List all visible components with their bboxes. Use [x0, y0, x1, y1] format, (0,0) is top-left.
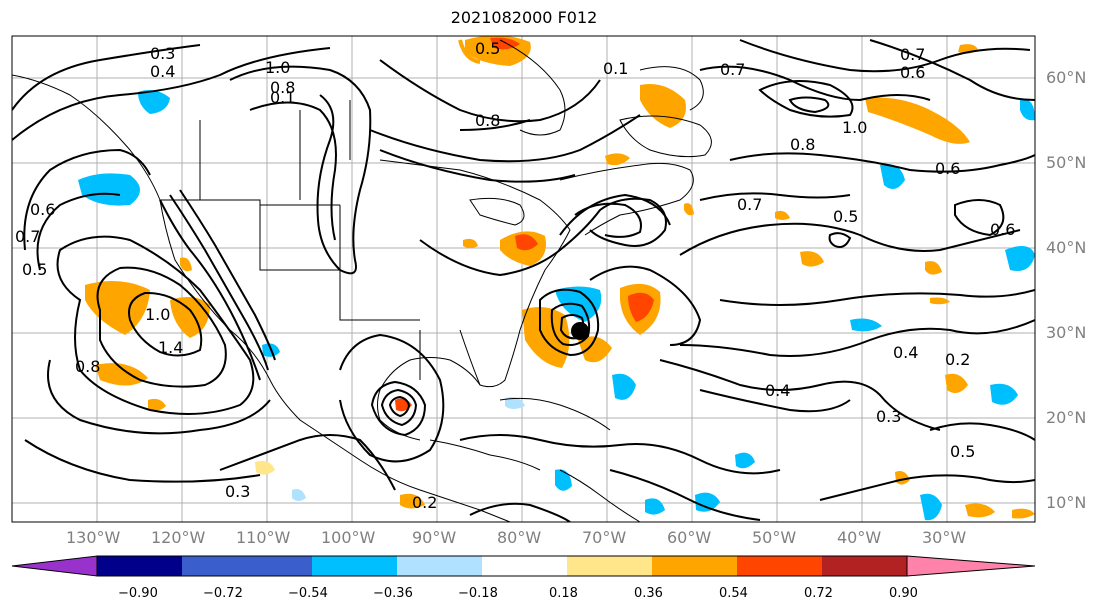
contour-label: 0.6: [30, 200, 55, 219]
colorbar: [11, 555, 1036, 577]
colorbar-extend-high: [906, 555, 1036, 577]
lon-label: 130°W: [66, 528, 121, 547]
contour-label: 0.2: [945, 350, 970, 369]
colorbar-segment: [312, 556, 397, 576]
lat-label: 40°N: [1046, 238, 1087, 257]
contour-label: 0.6: [900, 63, 925, 82]
colorbar-segment: [652, 556, 737, 576]
contour-label: 0.3: [225, 482, 250, 501]
contour-label: 0.6: [990, 220, 1015, 239]
contour-label: 1.0: [842, 118, 867, 137]
lat-label: 60°N: [1046, 68, 1087, 87]
map-title: 2021082000 F012: [450, 8, 598, 27]
lon-label: 80°W: [497, 528, 542, 547]
colorbar-tick-label: −0.36: [373, 586, 413, 601]
contour-label: 0.1: [270, 88, 295, 107]
colorbar-tick-label: 0.36: [634, 586, 663, 601]
colorbar-segment: [182, 556, 267, 576]
lon-label: 90°W: [412, 528, 457, 547]
colorbar-segment: [267, 556, 312, 576]
contour-label: 1.0: [145, 305, 170, 324]
plot-border: [11, 35, 1036, 523]
lon-label: 120°W: [151, 528, 206, 547]
contour-label: 0.7: [15, 227, 40, 246]
shaded-anomalies: [78, 36, 1035, 521]
lon-label: 50°W: [752, 528, 797, 547]
colorbar-extend-low: [11, 555, 98, 577]
lon-label: 30°W: [922, 528, 967, 547]
colorbar-tick-label: −0.90: [118, 586, 158, 601]
lon-label: 40°W: [837, 528, 882, 547]
colorbar-segment: [822, 556, 907, 576]
contour-label: 0.3: [876, 407, 901, 426]
map-plot-area: [12, 36, 1035, 522]
colorbar-tick-label: 0.54: [719, 586, 748, 601]
contour-label: 0.8: [270, 78, 295, 97]
contour-label: 0.5: [475, 39, 500, 58]
contour-label: 0.3: [150, 44, 175, 63]
colorbar-segment: [397, 556, 482, 576]
lat-label: 30°N: [1046, 323, 1087, 342]
colorbar-segment: [482, 556, 567, 576]
lat-label: 10°N: [1046, 493, 1087, 512]
contour-label: 0.7: [720, 60, 745, 79]
colorbar-tick-label: 0.90: [889, 586, 918, 601]
colorbar-tick-label: 0.18: [549, 586, 578, 601]
contour-label: 0.8: [790, 135, 815, 154]
lon-label: 70°W: [582, 528, 627, 547]
contour-lines: [12, 39, 1035, 522]
colorbar-segment: [737, 556, 822, 576]
lat-label: 50°N: [1046, 153, 1087, 172]
contour-label: 0.5: [833, 207, 858, 226]
colorbar-tick-label: 0.72: [804, 586, 833, 601]
lon-label: 60°W: [667, 528, 712, 547]
lat-label: 20°N: [1046, 408, 1087, 427]
contour-label: 0.8: [75, 357, 100, 376]
contour-label: 0.4: [765, 381, 790, 400]
contour-label: 0.5: [950, 442, 975, 461]
contour-label: 0.2: [412, 493, 437, 512]
contour-label: 0.4: [150, 62, 175, 81]
contour-label-group: 0.3 0.4 0.5 0.6 0.7 0.8 1.0 1.4 0.2 0.1 …: [15, 39, 1015, 512]
colorbar-tick-label: −0.18: [458, 586, 498, 601]
storm-center-marker: [571, 322, 589, 340]
contour-label: 1.4: [158, 338, 183, 357]
contour-label: 0.4: [893, 343, 918, 362]
lon-label: 110°W: [236, 528, 291, 547]
colorbar-segment: [567, 556, 652, 576]
contour-label: 0.7: [900, 45, 925, 64]
lon-label: 100°W: [321, 528, 376, 547]
contour-label: 0.5: [22, 260, 47, 279]
contour-label: 0.8: [475, 111, 500, 130]
contour-label: 0.1: [603, 59, 628, 78]
colorbar-segment: [97, 556, 182, 576]
contour-label: 1.0: [265, 58, 290, 77]
colorbar-tick-label: −0.54: [288, 586, 328, 601]
contour-label: 0.6: [935, 159, 960, 178]
contour-label: 0.7: [737, 195, 762, 214]
colorbar-tick-label: −0.72: [203, 586, 243, 601]
